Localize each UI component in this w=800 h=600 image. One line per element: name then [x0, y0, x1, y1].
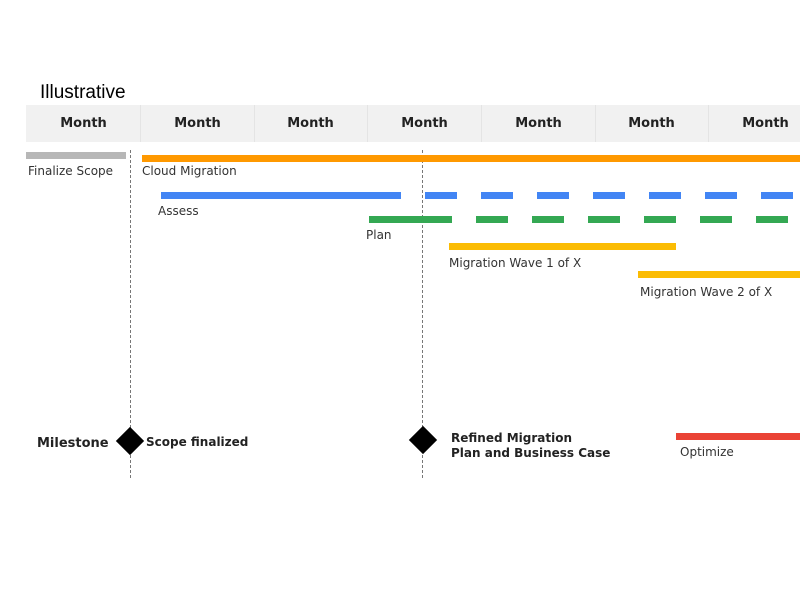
bar-cloud-migration: [142, 155, 800, 162]
diamond-icon: [115, 426, 145, 456]
month-label: Month: [742, 116, 789, 131]
task-label: Migration Wave 1 of X: [449, 256, 582, 270]
bar-migration-wave-2: [638, 271, 800, 278]
milestone-row-label: Milestone: [37, 436, 109, 451]
task-label: Cloud Migration: [142, 164, 237, 178]
bar-plan-dashed: [476, 216, 800, 223]
task-label: Migration Wave 2 of X: [640, 285, 773, 299]
month-label: Month: [628, 116, 675, 131]
header-divider: [708, 105, 709, 142]
milestone-label-line: Plan and Business Case: [451, 446, 611, 460]
diamond-icon: [408, 425, 438, 455]
month-label: Month: [60, 116, 107, 131]
bar-migration-wave-1: [449, 243, 676, 250]
month-header: [26, 105, 800, 142]
month-label: Month: [174, 116, 221, 131]
milestone-guide-line: [130, 150, 131, 478]
bar-optimize: [676, 433, 800, 440]
bar-assess-dashed: [425, 192, 800, 199]
header-divider: [140, 105, 141, 142]
milestone-guide-line: [422, 150, 423, 478]
month-label: Month: [515, 116, 562, 131]
task-label: Assess: [158, 204, 199, 218]
bar-assess-solid: [161, 192, 401, 199]
milestone-label-line: Refined Migration: [451, 431, 573, 445]
header-divider: [481, 105, 482, 142]
milestone-label: Scope finalized: [146, 435, 249, 449]
task-label: Optimize: [680, 445, 734, 459]
header-divider: [254, 105, 255, 142]
header-divider: [595, 105, 596, 142]
milestone-label: Refined Migration Plan and Business Case: [451, 431, 610, 461]
diagram-title: Illustrative: [40, 82, 126, 103]
bar-finalize-scope: [26, 152, 126, 159]
task-label: Finalize Scope: [28, 164, 114, 178]
task-label: Plan: [366, 228, 392, 242]
month-label: Month: [287, 116, 334, 131]
header-divider: [367, 105, 368, 142]
month-label: Month: [401, 116, 448, 131]
bar-plan-solid: [369, 216, 452, 223]
